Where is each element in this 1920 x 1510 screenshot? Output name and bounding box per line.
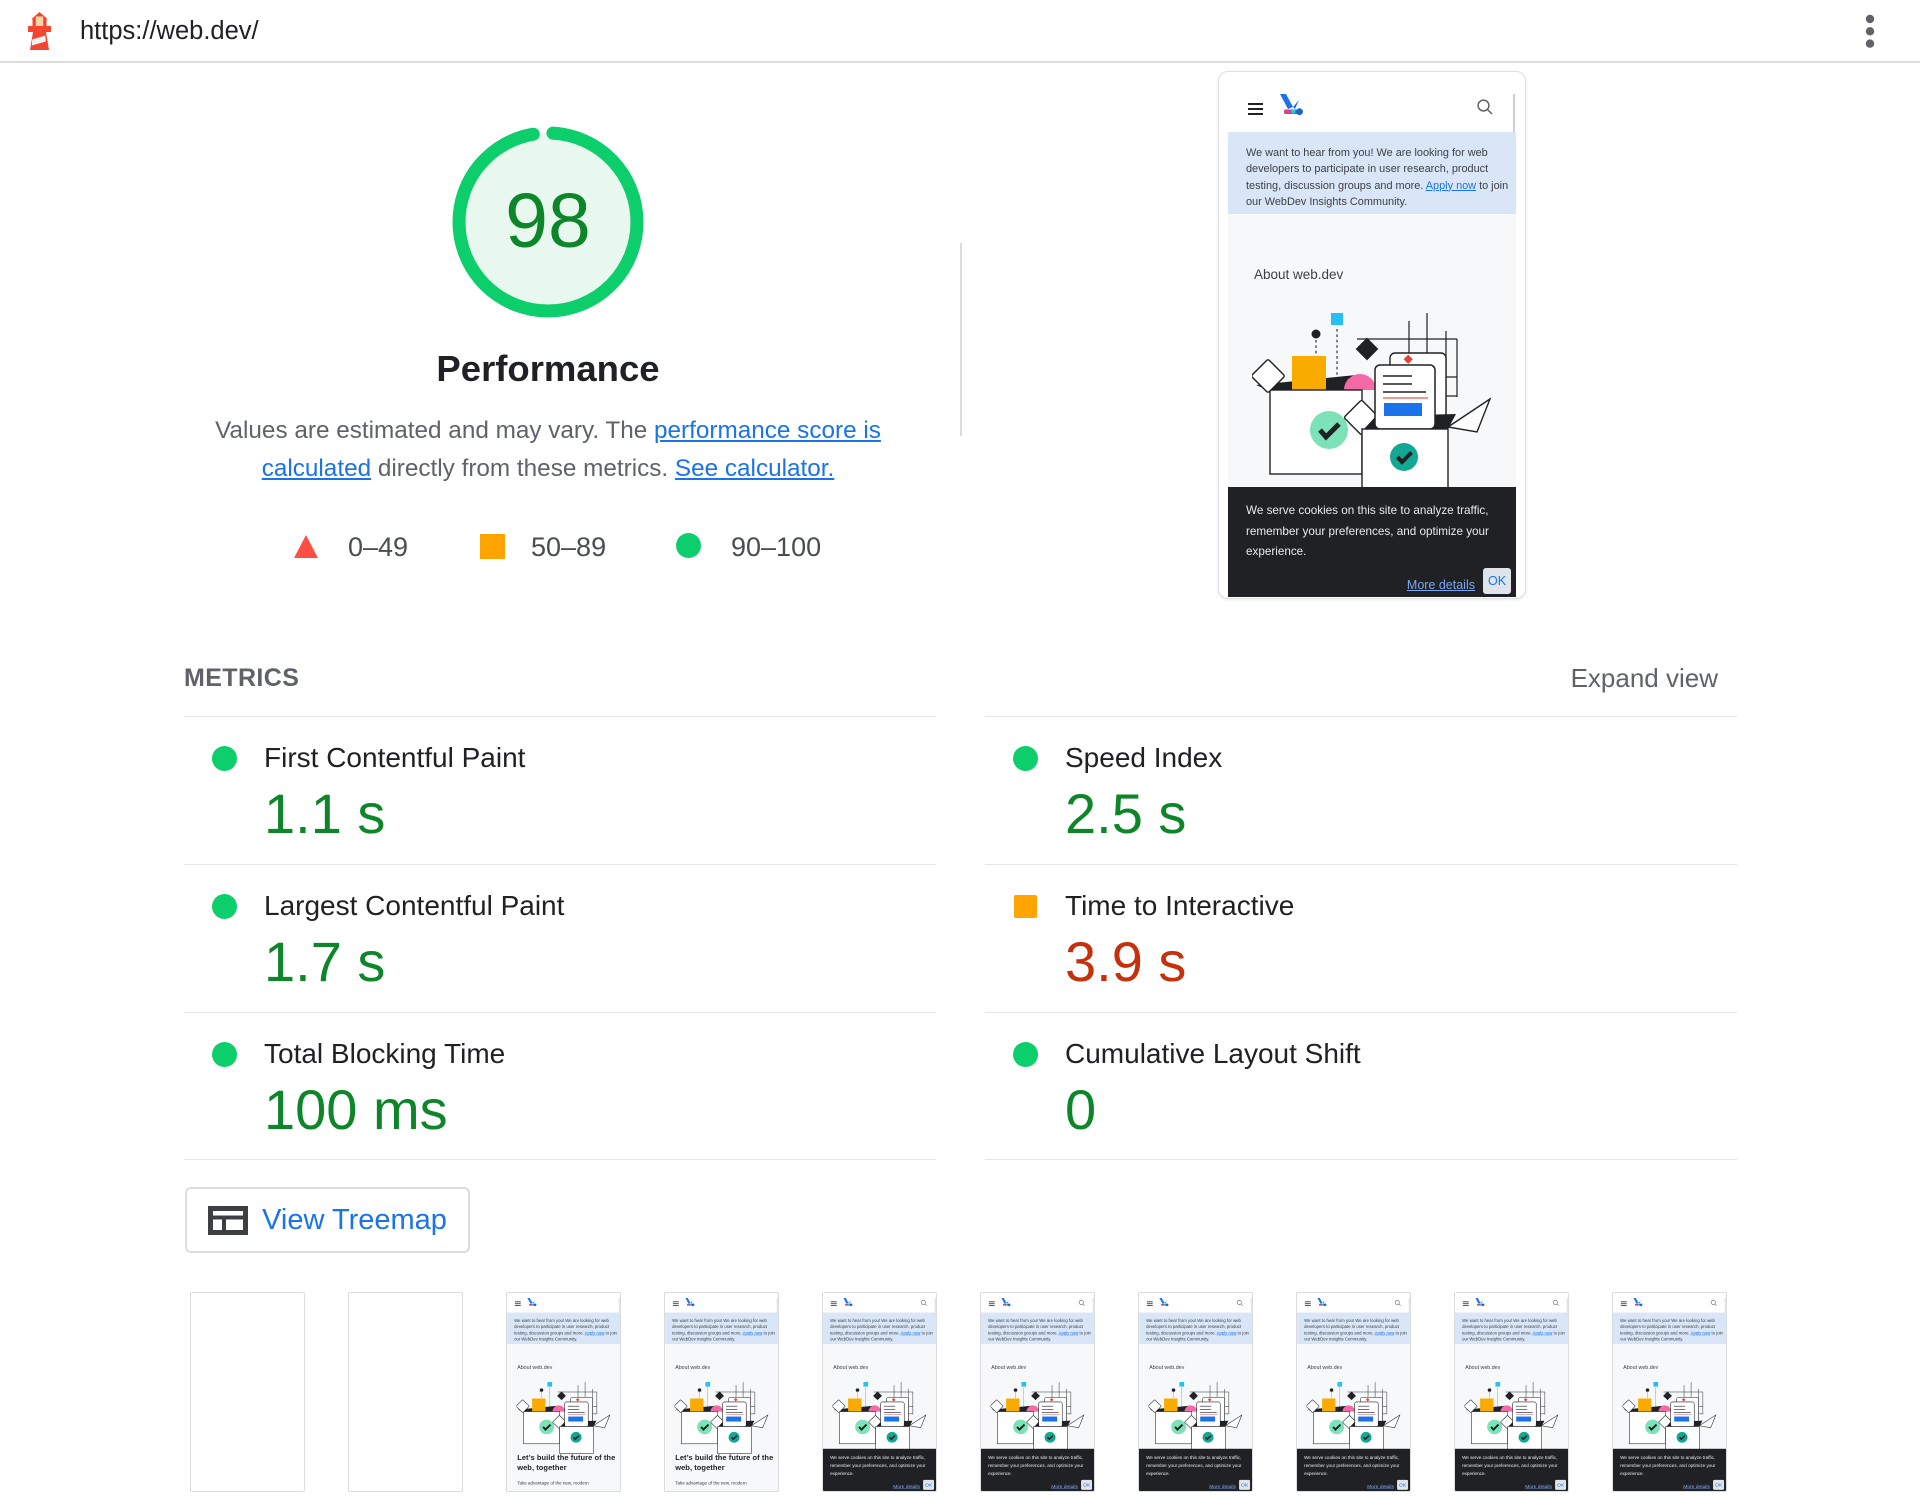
svg-text:98: 98 (505, 178, 591, 264)
